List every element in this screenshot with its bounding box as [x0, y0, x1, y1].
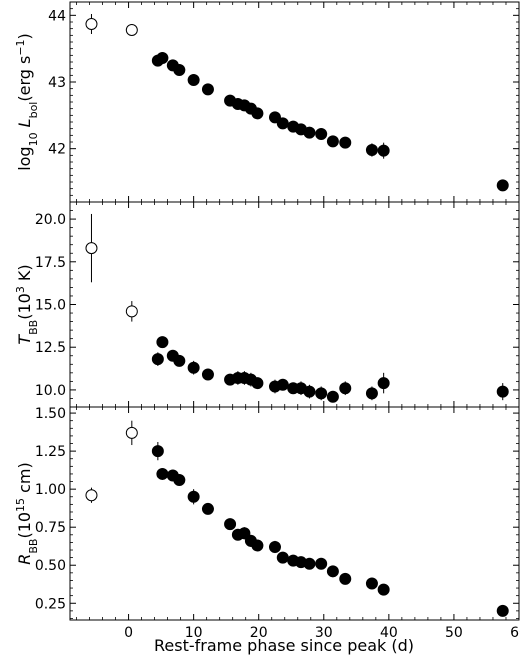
- y-label-var-sub: bol: [27, 102, 40, 119]
- y-label-var-sub: BB: [27, 539, 40, 554]
- panel-1: 42 43 44 log10 Lbol(erg s−1): [14, 1, 520, 203]
- y-label-sup: 3: [14, 286, 27, 293]
- filled-data-point: [276, 551, 289, 564]
- y-label-unit: (erg s: [15, 56, 34, 102]
- filled-data-point: [151, 353, 164, 366]
- filled-data-point: [187, 490, 200, 503]
- x-tick-label: 0: [124, 625, 133, 641]
- y-tick-label: 42: [48, 142, 66, 158]
- y-label-unit: (10: [15, 293, 34, 320]
- y-axis-label: TBB(103 K): [14, 264, 40, 344]
- filled-data-point: [326, 135, 339, 148]
- open-data-point: [125, 305, 138, 318]
- filled-data-point: [238, 527, 251, 540]
- y-tick-label: 1.25: [35, 444, 66, 460]
- filled-data-point: [276, 378, 289, 391]
- x-tick-label: 40: [380, 625, 398, 641]
- y-label-sup: 15: [14, 498, 27, 512]
- filled-data-point: [173, 64, 186, 76]
- filled-data-point: [315, 128, 328, 140]
- filled-data-point: [151, 445, 164, 458]
- filled-data-point: [339, 136, 352, 149]
- filled-data-point: [303, 557, 316, 570]
- y-label-var: L: [15, 118, 34, 132]
- y-tick-label: 44: [48, 8, 66, 24]
- open-data-point: [85, 242, 98, 255]
- y-label-prefix-sub: 10: [27, 132, 40, 146]
- filled-data-point: [276, 117, 289, 130]
- y-axis-label: log10 Lbol(erg s−1): [14, 33, 40, 171]
- y-label-unit: (10: [15, 512, 34, 539]
- filled-data-point: [201, 502, 214, 515]
- filled-data-point: [339, 382, 352, 395]
- filled-data-point: [303, 126, 316, 139]
- filled-data-point: [303, 385, 316, 398]
- y-tick-label: 0.25: [35, 596, 66, 612]
- filled-data-point: [187, 361, 200, 374]
- filled-data-point: [201, 368, 214, 381]
- filled-data-point: [365, 387, 378, 400]
- y-label-prefix: log: [15, 146, 34, 170]
- panel-frame: [69, 406, 520, 621]
- x-tick-label: 30: [315, 625, 333, 641]
- filled-data-point: [326, 565, 339, 578]
- filled-data-point: [339, 572, 352, 585]
- filled-data-point: [326, 390, 339, 403]
- x-tick-label: 20: [250, 625, 268, 641]
- filled-data-point: [224, 518, 237, 531]
- y-axis-label: RBB(1015 cm): [14, 462, 40, 565]
- y-tick-label: 0.75: [35, 520, 66, 536]
- filled-data-point: [156, 52, 169, 64]
- y-label-var: T: [15, 334, 34, 345]
- filled-data-point: [377, 377, 390, 390]
- filled-data-point: [268, 111, 281, 124]
- x-tick-label: 60: [510, 625, 520, 641]
- filled-data-point: [377, 144, 390, 157]
- y-label-sup: −1: [14, 39, 27, 55]
- open-data-point: [125, 24, 138, 36]
- panel-2: 10.0 12.5 15.0 17.5 20.0 TBB(103 K): [14, 201, 520, 408]
- filled-data-point: [173, 474, 186, 487]
- filled-data-point: [187, 74, 200, 86]
- filled-data-point: [156, 467, 169, 480]
- y-tick-label: 43: [48, 75, 66, 91]
- filled-data-point: [315, 387, 328, 400]
- y-label-var: R: [15, 554, 34, 565]
- open-data-point: [125, 426, 138, 439]
- filled-data-point: [251, 539, 264, 552]
- y-label-end: cm): [15, 462, 34, 498]
- filled-data-point: [173, 354, 186, 367]
- y-tick-label: 12.5: [35, 340, 66, 356]
- filled-data-point: [377, 583, 390, 596]
- y-tick-label: 20.0: [35, 212, 66, 228]
- y-label-var-sub: BB: [27, 320, 40, 335]
- y-tick-label: 1.50: [35, 406, 66, 422]
- filled-data-point: [365, 144, 378, 156]
- open-data-point: [85, 18, 98, 30]
- filled-data-point: [251, 377, 264, 390]
- filled-data-point: [156, 336, 169, 349]
- panel-3: 0 10 20 30 40 50 60 0.25 0.50 0.75 1.00 1.25 1.50 RBB…: [14, 406, 520, 641]
- filled-data-point: [315, 557, 328, 570]
- y-tick-label: 15.0: [35, 298, 66, 314]
- filled-data-point: [251, 107, 264, 120]
- filled-data-point: [496, 179, 509, 192]
- x-tick-label: 50: [445, 625, 463, 641]
- panel-frame: [69, 201, 520, 408]
- y-label-end: K): [15, 264, 34, 286]
- filled-data-point: [268, 540, 281, 553]
- y-tick-label: 0.50: [35, 558, 66, 574]
- x-axis-label: Rest-frame phase since peak (d): [154, 636, 414, 655]
- x-tick-label: 10: [185, 625, 203, 641]
- y-tick-label: 1.00: [35, 482, 66, 498]
- filled-data-point: [201, 83, 214, 96]
- open-data-point: [85, 489, 98, 502]
- filled-data-point: [496, 604, 509, 617]
- y-tick-label: 17.5: [35, 255, 66, 271]
- y-tick-label: 10.0: [35, 383, 66, 399]
- y-label-end: ): [15, 33, 34, 39]
- filled-data-point: [365, 577, 378, 590]
- filled-data-point: [496, 385, 509, 398]
